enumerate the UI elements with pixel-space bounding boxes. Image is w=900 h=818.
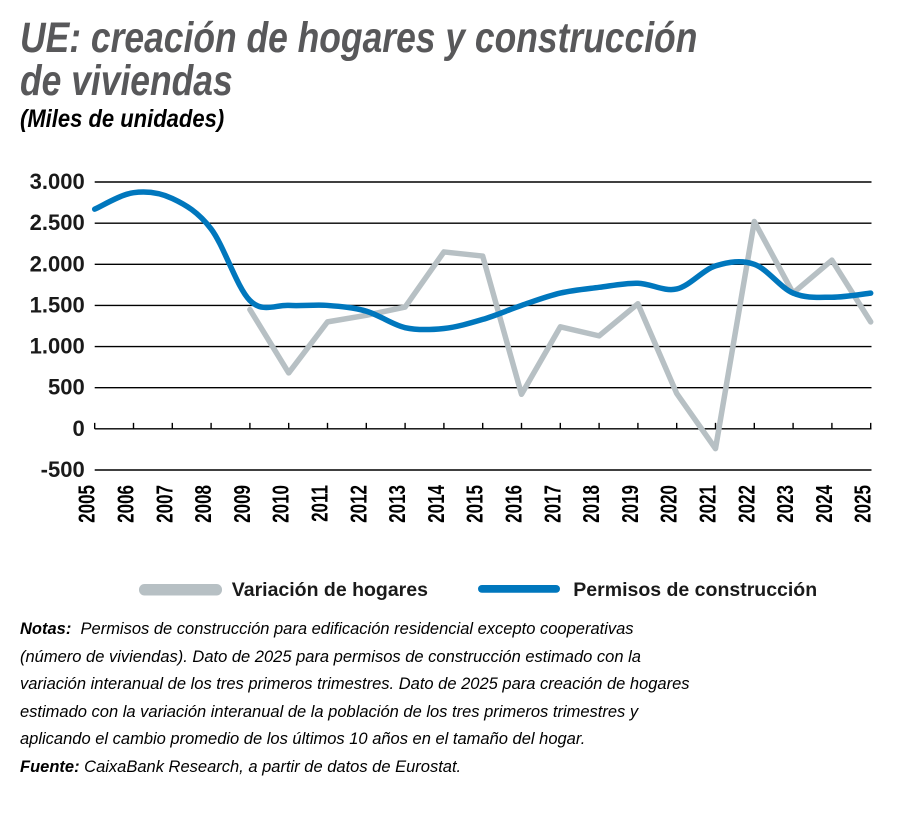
- svg-text:1.500: 1.500: [30, 292, 85, 317]
- svg-text:2025: 2025: [851, 485, 876, 523]
- svg-text:3.000: 3.000: [30, 169, 85, 194]
- svg-text:500: 500: [48, 375, 85, 400]
- svg-text:2018: 2018: [580, 485, 605, 523]
- svg-text:2.500: 2.500: [30, 210, 85, 235]
- svg-text:2008: 2008: [192, 485, 217, 523]
- svg-text:2015: 2015: [463, 485, 488, 523]
- svg-text:2021: 2021: [696, 485, 721, 523]
- svg-text:2006: 2006: [114, 485, 139, 523]
- svg-text:2016: 2016: [502, 485, 527, 523]
- svg-text:0: 0: [72, 416, 84, 441]
- svg-text:2019: 2019: [619, 485, 644, 523]
- svg-text:2011: 2011: [308, 485, 333, 522]
- svg-text:2023: 2023: [774, 485, 799, 523]
- svg-text:2009: 2009: [231, 485, 256, 523]
- svg-text:2022: 2022: [735, 485, 760, 523]
- svg-text:2014: 2014: [425, 484, 450, 522]
- svg-text:-500: -500: [41, 457, 85, 482]
- svg-text:2013: 2013: [386, 485, 411, 523]
- svg-text:2007: 2007: [153, 485, 178, 523]
- svg-text:2005: 2005: [75, 485, 100, 523]
- svg-text:1.000: 1.000: [30, 334, 85, 359]
- svg-text:2.000: 2.000: [30, 251, 85, 276]
- svg-text:2017: 2017: [541, 485, 566, 523]
- svg-text:Permisos de construcción: Permisos de construcción: [573, 579, 817, 601]
- svg-text:2020: 2020: [657, 485, 682, 523]
- svg-text:2012: 2012: [347, 485, 372, 523]
- svg-text:2010: 2010: [269, 485, 294, 523]
- svg-text:Variación de hogares: Variación de hogares: [232, 579, 428, 601]
- svg-text:2024: 2024: [813, 484, 838, 522]
